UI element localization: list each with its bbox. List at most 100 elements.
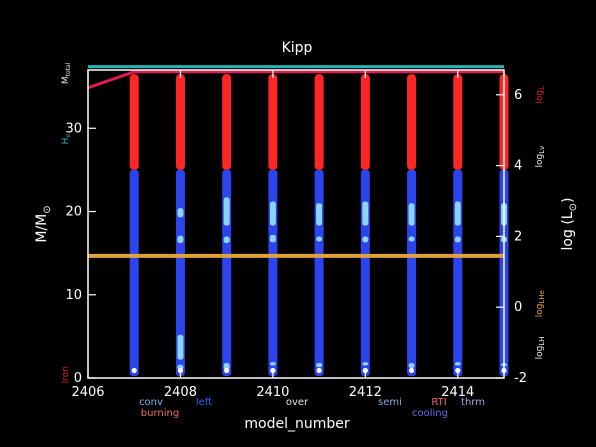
y-left-axis-label: M/M⊙ [34,205,53,242]
overshoot-region [408,236,415,242]
overshoot-region [223,236,230,244]
svg-text:M/M⊙: M/M⊙ [34,205,53,242]
x-axis-label: model_number [244,416,349,432]
left-side-label-sub: total [65,62,72,76]
y-right-axis-ticks: -2 0 2 4 6 [496,88,527,386]
y-right-label-main: log (L [560,211,576,250]
overshoot-region [454,362,461,366]
left-side-label-main: Iron [61,366,71,383]
right-side-label-text: logLH [535,336,546,359]
overshoot-region [269,362,276,366]
legend-item-cooling: cooling [412,408,448,419]
overshoot-region [454,201,461,226]
right-side-label-text: logLν [535,146,546,168]
right-side-label-sub: L [538,86,546,90]
burning-region [360,74,370,170]
kipp-column [268,74,278,376]
y-left-tick-label: 10 [65,288,82,303]
overshoot-region [362,362,369,366]
svg-text:log (L⊙): log (L⊙) [560,198,579,251]
right-side-label-sub: LH [538,336,546,345]
kipp-column [222,74,232,376]
right-side-label-main: log [535,90,545,104]
x-axis-ticks: 2406 2408 2410 2412 2414 [71,70,474,400]
overshoot-region [269,234,276,243]
overshoot-region [316,363,323,368]
burning-region [314,74,324,170]
left-side-label-text: He [61,134,72,145]
kipp-column [407,74,417,376]
convective-region [360,169,370,376]
left-side-label: Iron [61,366,71,383]
y-left-label-sub: ⊙ [42,205,53,213]
overshoot-region [223,197,230,226]
y-right-tick-label: -2 [514,371,527,386]
kipp-column [453,74,463,376]
overshoot-region [223,363,230,370]
core-marker [408,367,415,374]
y-left-tick-label: 20 [65,205,82,220]
convective-region [407,169,417,376]
y-right-tick-label: 6 [514,88,522,103]
right-side-label-main: log [535,154,545,168]
legend-item-burning: burning [141,408,179,419]
burning-region [268,74,278,170]
left-side-label-main: H [61,138,71,145]
right-side-label: logLH [535,336,546,359]
overshoot-region [177,208,184,218]
overshoot-region [408,203,415,226]
left-side-label-sub: e [65,134,72,138]
right-side-label-sub: LHe [538,290,546,303]
left-side-label-text: Mtotal [61,62,72,84]
y-left-label-main: M/M [34,214,50,243]
right-side-label: logLHe [535,290,546,317]
y-left-tick-label: 30 [65,121,82,136]
plot-frame [87,69,505,379]
overshoot-region [362,201,369,226]
x-tick-label: 2414 [441,385,474,400]
kipp-column [129,74,139,376]
right-side-label-sub: Lν [538,146,546,154]
right-side-label: logLν [535,146,546,168]
y-right-label-end: ) [560,198,576,203]
overshoot-region [269,201,276,226]
core-marker [316,367,322,374]
legend-item-thrm: thrm [461,397,485,408]
overshoot-region [177,235,184,244]
chart-title: Kipp [282,40,313,56]
burning-region [129,74,139,170]
lines-layer [87,65,504,258]
series-line-log-l [87,70,504,90]
convective-region [453,169,463,376]
y-left-axis-ticks: 0 10 20 30 [65,121,96,386]
legend-item-left: left [196,397,212,408]
legend-item-semi: semi [378,397,402,408]
convective-region [268,169,278,376]
left-side-label: Mtotal [61,62,72,84]
right-side-label-main: log [535,304,545,318]
legend-item-RTI: RTI [431,397,446,408]
core-marker [224,367,230,374]
legend-item-over: over [286,397,309,408]
y-right-tick-label: 2 [514,229,522,244]
x-tick-label: 2408 [164,385,197,400]
y-right-label-sub: ⊙ [568,203,579,211]
x-tick-label: 2412 [349,385,382,400]
left-side-label: He [61,134,72,145]
right-side-label-main: log [535,346,545,360]
x-tick-label: 2406 [71,385,104,400]
kipp-column [314,74,324,376]
right-side-label-text: logLHe [535,290,546,317]
burning-region [222,74,232,170]
convective-region [314,169,324,376]
convective-region [175,169,185,376]
kipp-column [360,74,370,376]
burning-region [407,74,417,170]
x-tick-label: 2410 [256,385,289,400]
kipp-column [175,74,185,376]
y-left-tick-label: 0 [74,371,82,386]
core-marker [131,367,137,374]
